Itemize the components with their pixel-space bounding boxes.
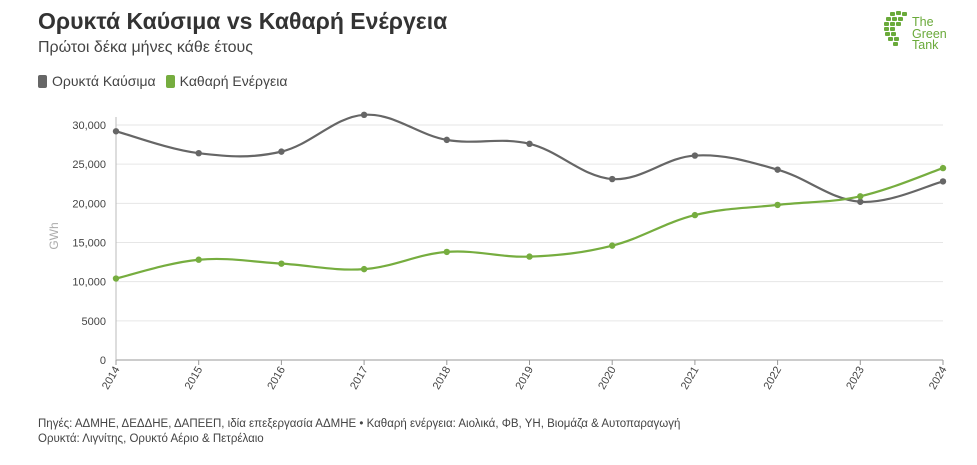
legend-item-clean[interactable]: Καθαρή Ενέργεια (165, 73, 288, 89)
x-tick-label: 2015 (183, 365, 206, 392)
data-point-fossil[interactable] (857, 198, 864, 205)
legend-label-clean: Καθαρή Ενέργεια (179, 73, 288, 89)
data-point-fossil[interactable] (360, 111, 368, 119)
footer: Πηγές: ΑΔΜΗΕ, ΔΕΔΔΗΕ, ΔΑΠΕΕΠ, ιδία επεξε… (38, 417, 680, 447)
data-point-clean[interactable] (112, 275, 120, 282)
data-point-fossil[interactable] (526, 140, 533, 147)
logo-wordmark: The Green Tank (912, 15, 947, 52)
y-tick-label: 0 (100, 355, 106, 367)
legend-item-fossil[interactable]: Ορυκτά Καύσιμα (38, 73, 156, 89)
x-tick-label: 2020 (596, 365, 619, 392)
x-tick-label: 2017 (348, 365, 371, 392)
data-point-clean[interactable] (609, 242, 616, 249)
x-tick-label: 2021 (679, 365, 702, 392)
x-tick-label: 2019 (513, 365, 536, 392)
x-tick-label: 2023 (844, 365, 867, 392)
chart-title: Ορυκτά Καύσιμα vs Καθαρή Ενέργεια (38, 8, 448, 34)
data-point-clean[interactable] (195, 256, 202, 263)
legend-swatch-clean (165, 74, 175, 88)
gridlines (116, 124, 943, 361)
data-point-fossil[interactable] (939, 178, 947, 185)
data-point-fossil[interactable] (774, 166, 781, 173)
y-tick-label: 30,000 (72, 120, 106, 132)
data-point-clean[interactable] (443, 248, 450, 256)
data-point-clean[interactable] (360, 265, 368, 273)
y-axis-label: GWh (47, 222, 61, 249)
y-tick-label: 10,000 (72, 277, 106, 289)
data-point-clean[interactable] (691, 211, 699, 219)
x-axis: 2014 2015 2016 2017 2018 2019 2020 2021 2022 2023… (100, 360, 950, 392)
series-layer (112, 111, 947, 282)
y-tick-label: 25,000 (72, 159, 106, 171)
legend-label-fossil: Ορυκτά Καύσιμα (52, 73, 156, 89)
y-tick-label: 20,000 (72, 198, 106, 210)
y-tick-label: 5000 (82, 316, 106, 328)
logo-word-the: The (912, 15, 934, 29)
series-line-clean (115, 167, 944, 280)
data-point-clean[interactable] (774, 201, 781, 209)
leaf-grid-icon (884, 11, 907, 46)
chart-subtitle: Πρώτοι δέκα μήνες κάθε έτους (38, 39, 253, 56)
data-point-fossil[interactable] (278, 148, 285, 155)
data-point-clean[interactable] (939, 164, 947, 172)
legend-swatch-fossil (38, 74, 47, 88)
x-tick-label: 2016 (265, 365, 288, 392)
x-tick-label: 2018 (431, 365, 454, 392)
data-point-fossil[interactable] (112, 128, 120, 135)
y-tick-label: 15,000 (72, 238, 106, 250)
data-point-fossil[interactable] (609, 175, 616, 183)
y-axis: 0 5000 10,000 15,000 20,000 25,000 30,000 (72, 117, 117, 367)
logo-word-green: Green (912, 26, 947, 41)
legend: Ορυκτά Καύσιμα Καθαρή Ενέργεια (38, 73, 297, 89)
footer-sources: Πηγές: ΑΔΜΗΕ, ΔΕΔΔΗΕ, ΔΑΠΕΕΠ, ιδία επεξε… (38, 418, 681, 430)
x-tick-label: 2024 (927, 365, 950, 392)
logo-word-tank: Tank (912, 38, 939, 52)
data-point-clean[interactable] (526, 253, 533, 260)
data-point-fossil[interactable] (195, 150, 202, 157)
x-tick-label: 2022 (762, 365, 785, 392)
data-point-fossil[interactable] (443, 136, 450, 144)
data-point-clean[interactable] (278, 260, 285, 267)
series-line-fossil (115, 113, 944, 203)
footer-fossil-note: Ορυκτά: Λιγνίτης, Ορυκτό Αέριο & Πετρέλα… (38, 433, 264, 445)
green-tank-logo: The Green Tank (882, 10, 972, 60)
data-point-fossil[interactable] (691, 152, 699, 159)
data-point-clean[interactable] (857, 193, 864, 200)
x-tick-label: 2014 (100, 365, 123, 392)
